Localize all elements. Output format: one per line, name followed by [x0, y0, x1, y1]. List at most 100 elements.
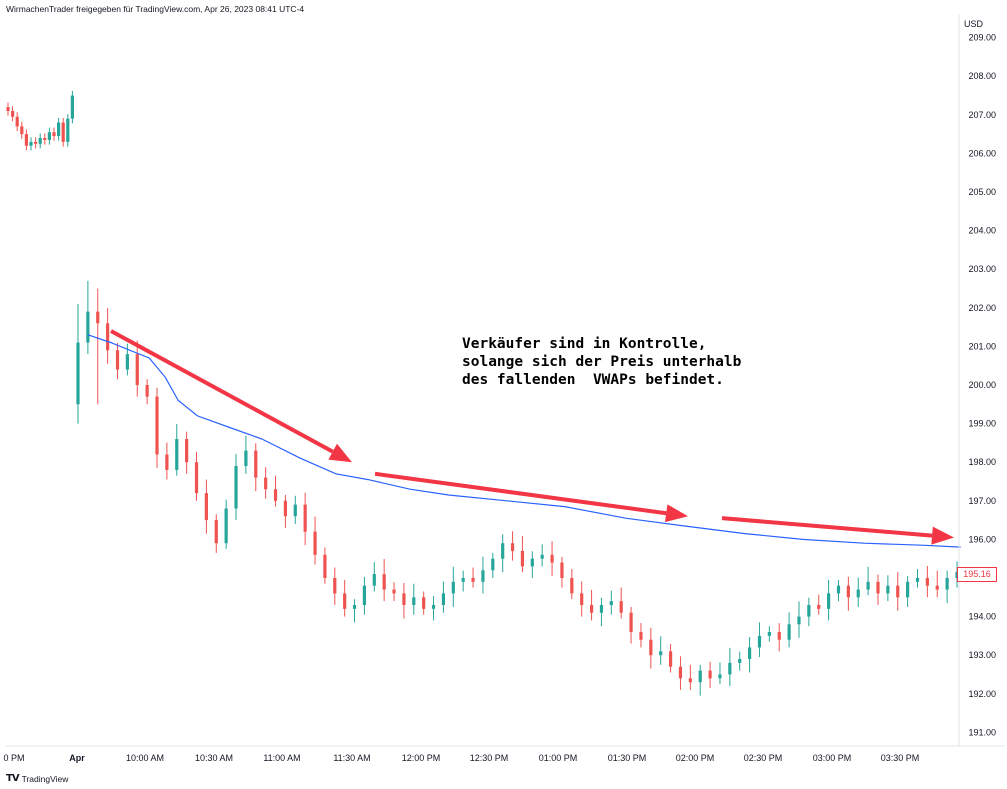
candle-body: [688, 678, 692, 683]
candle-body: [254, 450, 258, 478]
candle-body: [530, 558, 534, 567]
candle-body: [47, 132, 51, 140]
candle-body: [846, 585, 850, 598]
candle-body: [61, 122, 65, 142]
candle-body: [194, 462, 199, 494]
candle-body: [352, 604, 357, 609]
candle-body: [15, 116, 19, 127]
candle-body: [362, 585, 367, 605]
candle-body: [70, 95, 74, 119]
tradingview-logo-icon: 𝗧𝗩: [6, 773, 20, 784]
candle-body: [629, 612, 633, 633]
y-tick-label: 206.00: [968, 148, 996, 158]
candle-body: [540, 554, 544, 559]
candle-body: [392, 589, 396, 594]
candle-body: [125, 354, 129, 370]
candle-body: [886, 585, 890, 594]
candle-body: [491, 558, 495, 571]
candle-body: [66, 118, 70, 142]
candle-body: [283, 500, 288, 517]
candle-body: [29, 141, 33, 146]
candle-body: [382, 574, 386, 590]
candle-body: [76, 342, 80, 405]
candle-body: [580, 593, 584, 605]
candle-body: [718, 674, 722, 679]
candle-body: [234, 466, 238, 509]
candle-body: [20, 126, 24, 135]
x-tick-label: 03:00 PM: [813, 753, 852, 763]
candle-body: [668, 651, 673, 667]
candle-body: [609, 601, 613, 605]
x-tick-label: 11:00 AM: [263, 753, 300, 763]
y-tick-label: 193.00: [968, 650, 996, 660]
candle-body: [836, 585, 841, 594]
y-tick-label: 199.00: [968, 419, 996, 429]
candle-body: [43, 137, 47, 140]
x-tick-label: Apr: [69, 753, 85, 763]
brand-label: TradingView: [21, 773, 69, 784]
candle-body: [204, 493, 208, 521]
candle-body: [6, 107, 10, 111]
candle-body: [96, 311, 100, 324]
x-tick-label: 02:30 PM: [744, 753, 783, 763]
candle-body: [510, 543, 515, 551]
candle-body: [441, 593, 446, 605]
candle-body: [57, 122, 61, 137]
currency-label: USD: [964, 19, 984, 29]
candle-body: [431, 604, 436, 609]
last-price-badge: 195.16: [957, 567, 997, 582]
y-tick-label: 191.00: [968, 727, 996, 737]
candle-body: [520, 550, 525, 567]
candle-body: [866, 581, 870, 590]
candle-body: [728, 662, 732, 675]
trend-arrow-head: [328, 443, 352, 463]
x-tick-label: 10:00 AM: [126, 753, 164, 763]
candle-body: [708, 670, 712, 679]
candle-body: [589, 604, 594, 613]
candle-body: [915, 577, 920, 582]
x-tick-label: 0 PM: [3, 753, 24, 763]
annotation-text: Verkäufer sind in Kontrolle, solange sic…: [462, 336, 742, 388]
x-axis: 0 PM Apr 10:00 AM 10:30 AM 11:00 AM 11:30 AM 1…: [3, 753, 919, 763]
candle-body: [24, 134, 28, 146]
candle-body: [471, 577, 475, 582]
trend-arrow-shaft: [374, 471, 667, 516]
candle-body: [214, 520, 218, 544]
candle-body: [155, 396, 159, 455]
candle-body: [817, 604, 821, 609]
candle-body: [106, 323, 110, 351]
trend-arrows: [110, 329, 954, 545]
candle-body: [38, 137, 42, 144]
y-tick-label: 200.00: [968, 380, 996, 390]
candle-body: [422, 597, 426, 609]
tradingview-brand[interactable]: 𝗧𝗩 TradingView: [6, 773, 68, 784]
x-tick-label: 03:30 PM: [881, 753, 920, 763]
candles: [6, 90, 959, 696]
y-tick-label: 196.00: [968, 534, 996, 544]
candle-body: [273, 489, 278, 501]
y-tick-label: 202.00: [968, 303, 996, 313]
candle-body: [481, 570, 485, 582]
candle-body: [501, 543, 505, 559]
x-tick-label: 11:30 AM: [333, 753, 370, 763]
y-tick-label: 207.00: [968, 110, 996, 120]
candle-body: [86, 311, 90, 343]
candle-body: [451, 581, 455, 594]
y-tick-label: 204.00: [968, 226, 996, 236]
trend-arrow-head: [931, 526, 954, 545]
candle-body: [293, 504, 297, 517]
candle-body: [185, 439, 189, 463]
y-tick-label: 197.00: [968, 496, 996, 506]
candle-body: [896, 585, 900, 598]
candle-body: [876, 581, 880, 594]
candle-body: [777, 632, 781, 640]
candle-body: [747, 647, 752, 660]
candle-body: [313, 531, 317, 555]
candle-body: [925, 577, 929, 586]
candle-body: [550, 554, 554, 563]
x-tick-label: 01:30 PM: [608, 753, 647, 763]
y-tick-label: 205.00: [968, 187, 996, 197]
share-caption: WirmachenTrader freigegeben für TradingV…: [6, 4, 305, 14]
y-tick-label: 192.00: [968, 689, 996, 699]
